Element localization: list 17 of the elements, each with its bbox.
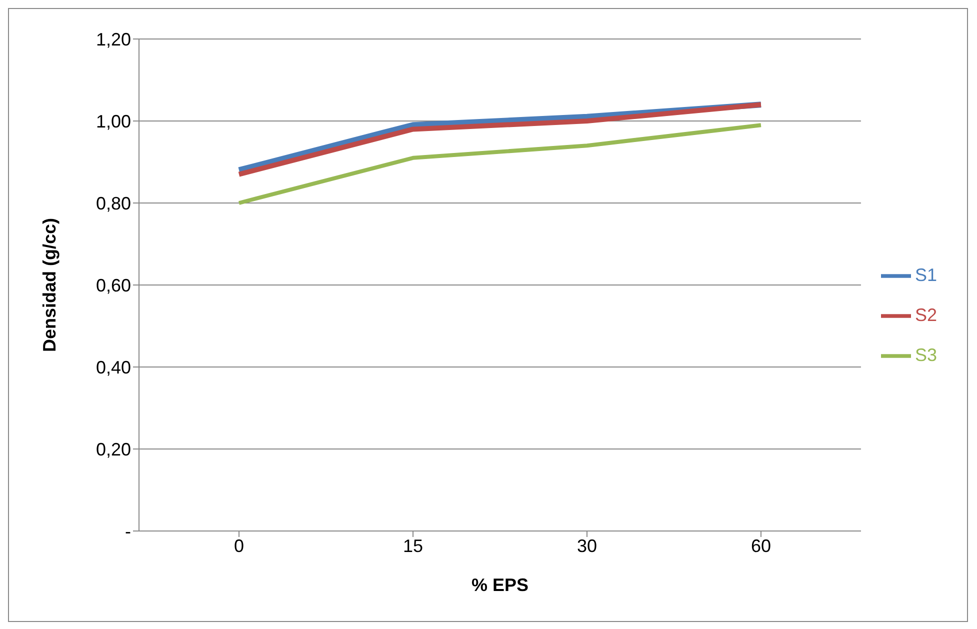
legend-label: S1 — [914, 265, 937, 285]
x-tick-label: 0 — [234, 536, 244, 556]
x-tick-label: 30 — [576, 536, 597, 556]
y-tick-label: 0,20 — [96, 439, 131, 460]
y-tick-label: 0,60 — [96, 275, 131, 296]
y-tick-label: - — [125, 521, 131, 542]
x-axis-title: % EPS — [471, 575, 528, 595]
x-tick-label: 15 — [402, 536, 424, 556]
x-tick-label: 60 — [750, 536, 771, 556]
y-tick-label: 0,80 — [96, 193, 131, 214]
y-tick-label: 1,20 — [96, 29, 131, 50]
y-axis-title: Densidad (g/cc) — [39, 218, 60, 352]
y-tick-label: 1,00 — [96, 111, 131, 132]
line-series — [237, 123, 763, 205]
legend-label: S2 — [914, 305, 937, 325]
y-tick-label: 0,40 — [96, 357, 131, 378]
legend-label: S3 — [914, 345, 937, 365]
